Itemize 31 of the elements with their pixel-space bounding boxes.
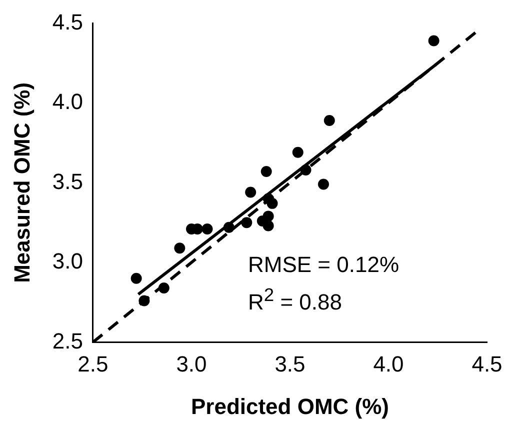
- x-tick-label: 3.5: [274, 351, 306, 376]
- point: [262, 193, 274, 204]
- y-tick-label: 4.0: [52, 89, 83, 114]
- point: [262, 210, 274, 222]
- point: [300, 164, 312, 176]
- x-axis-title: Predicted OMC (%): [190, 394, 390, 419]
- point: [223, 222, 234, 233]
- point: [130, 272, 142, 284]
- point: [260, 166, 272, 178]
- point: [245, 186, 256, 198]
- y-tick-label: 2.5: [52, 328, 83, 354]
- point: [158, 282, 170, 294]
- point: [292, 146, 304, 158]
- x-tick-label: 4.5: [472, 351, 502, 376]
- point: [174, 242, 186, 254]
- point: [262, 220, 274, 232]
- y-axis-title: Measured OMC (%): [9, 82, 34, 283]
- point: [318, 178, 329, 190]
- annotation: R$^{2}$ = 0.88: [248, 283, 343, 316]
- y-tick-label: 3.0: [52, 248, 83, 274]
- point: [138, 295, 150, 306]
- point: [241, 217, 252, 228]
- y-tick-label: 4.5: [52, 9, 83, 34]
- point: [428, 35, 440, 46]
- annotation: RMSE = 0.12%: [248, 251, 400, 279]
- y-tick-label: 3.5: [52, 168, 83, 194]
- x-tick-label: 2.5: [78, 351, 108, 376]
- x-tick-label: 3.0: [176, 351, 207, 376]
- x-tick-label: 4.0: [373, 351, 404, 376]
- point: [202, 223, 213, 234]
- point: [324, 114, 335, 126]
